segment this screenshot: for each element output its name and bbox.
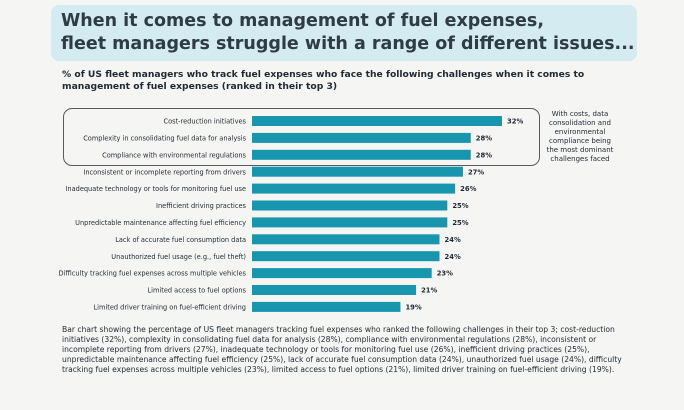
category-label: Limited driver training on fuel-efficien… bbox=[93, 304, 246, 312]
bar-value-label: 27% bbox=[468, 168, 484, 176]
bar bbox=[252, 217, 448, 228]
chart-caption: Bar chart showing the percentage of US f… bbox=[62, 325, 622, 374]
bar-value-label: 24% bbox=[445, 236, 461, 244]
category-label: Complexity in consolidating fuel data fo… bbox=[83, 135, 246, 143]
bar bbox=[252, 116, 502, 126]
category-label: Limited access to fuel options bbox=[148, 287, 247, 295]
category-label: Lack of accurate fuel consumption data bbox=[115, 236, 246, 244]
bar bbox=[252, 301, 401, 312]
bar bbox=[252, 200, 448, 211]
top-challenges-highlight-box bbox=[63, 108, 540, 166]
bar-value-label: 28% bbox=[476, 135, 492, 143]
category-label: Difficulty tracking fuel expenses across… bbox=[58, 270, 246, 278]
bar-value-label: 32% bbox=[507, 118, 523, 126]
side-annotation: With costs, data consolidation and envir… bbox=[546, 110, 614, 163]
category-label: Unpredictable maintenance affecting fuel… bbox=[75, 219, 246, 227]
bar bbox=[252, 183, 456, 194]
bar-value-label: 19% bbox=[405, 304, 421, 312]
category-label: Compliance with environmental regulation… bbox=[102, 151, 246, 159]
bar-value-label: 21% bbox=[421, 287, 437, 295]
category-label: Inconsistent or incomplete reporting fro… bbox=[83, 168, 246, 176]
bar bbox=[252, 268, 432, 279]
category-label: Unauthorized fuel usage (e.g., fuel thef… bbox=[111, 253, 246, 261]
bar bbox=[252, 149, 471, 160]
bar bbox=[252, 234, 440, 245]
bar-value-label: 25% bbox=[452, 202, 468, 210]
bar-value-label: 24% bbox=[445, 253, 461, 261]
bar bbox=[252, 166, 463, 177]
bar bbox=[252, 285, 417, 295]
category-label: Inefficient driving practices bbox=[156, 202, 247, 210]
title-line-2: fleet managers struggle with a range of … bbox=[61, 34, 635, 54]
bar-value-label: 25% bbox=[452, 219, 468, 227]
title-banner: When it comes to management of fuel expe… bbox=[51, 5, 637, 61]
chart-subtitle: % of US fleet managers who track fuel ex… bbox=[62, 69, 585, 92]
category-label: Cost-reduction initiatives bbox=[164, 118, 247, 126]
bar-value-label: 23% bbox=[437, 270, 453, 278]
title-line-1: When it comes to management of fuel expe… bbox=[61, 11, 544, 31]
bar bbox=[252, 132, 471, 143]
bar-value-label: 26% bbox=[460, 185, 476, 193]
category-label: Inadequate technology or tools for monit… bbox=[65, 185, 246, 193]
bar bbox=[252, 251, 440, 262]
bar-value-label: 28% bbox=[476, 151, 492, 159]
